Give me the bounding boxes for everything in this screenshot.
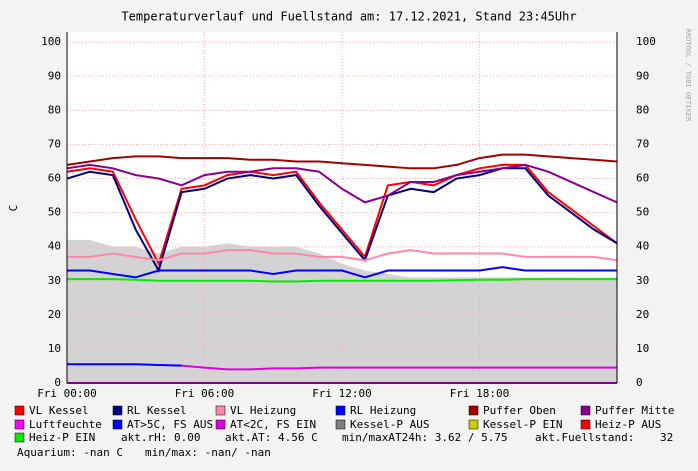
y2-tick-label: 50	[636, 206, 649, 219]
line	[67, 249, 618, 262]
legend-label: Kessel-P EIN	[483, 418, 562, 431]
y-tick-label: 20	[48, 308, 61, 321]
y2-tick-label: 100	[636, 35, 656, 48]
legend-label: AT<2C, FS EIN	[230, 418, 316, 431]
line	[66, 153, 618, 170]
legend-note: Aquarium: -nan C	[17, 446, 123, 459]
legend-swatch	[215, 419, 226, 430]
legend-note: min/max: -nan/ -nan	[145, 446, 271, 459]
y-axis-label: C	[7, 205, 20, 212]
legend-label: Puffer Oben	[483, 404, 556, 417]
y2-tick-label: 10	[636, 342, 649, 355]
legend-label: AT>5C, FS AUS	[127, 418, 213, 431]
legend-label: Heiz-P AUS	[595, 418, 661, 431]
legend-label: RL Heizung	[350, 404, 416, 417]
legend-label: Puffer Mitte	[595, 404, 674, 417]
legend-note: akt.AT: 4.56 C	[225, 431, 318, 444]
legend-label: Kessel-P AUS	[350, 418, 429, 431]
y2-tick-label: 20	[636, 308, 649, 321]
y-tick-label: 30	[48, 274, 61, 287]
y2-tick-label: 0	[636, 376, 643, 389]
chart-title: Temperaturverlauf und Fuellstand am: 17.…	[121, 10, 576, 24]
line	[67, 278, 617, 283]
legend-label: VL Heizung	[230, 404, 296, 417]
plot-area	[67, 32, 617, 383]
y-tick-label: 60	[48, 172, 61, 185]
legend-note: 32	[660, 431, 673, 444]
legend-swatch	[580, 419, 591, 430]
legend-swatch	[14, 432, 25, 443]
legend-label: VL Kessel	[29, 404, 89, 417]
y-tick-label: 40	[48, 240, 61, 253]
legend-label: RL Kessel	[127, 404, 187, 417]
legend-swatch	[14, 419, 25, 430]
y2-tick-label: 60	[636, 172, 649, 185]
y-tick-label: 80	[48, 103, 61, 116]
y-tick-label: 10	[48, 342, 61, 355]
legend-note: akt.Fuellstand:	[535, 431, 634, 444]
legend-label: Heiz-P EIN	[29, 431, 95, 444]
x-tick-label: Fri 00:00	[37, 387, 97, 400]
y-tick-label: 50	[48, 206, 61, 219]
y2-tick-label: 40	[636, 240, 649, 253]
y-tick-label: 0	[54, 376, 61, 389]
y2-tick-label: 80	[636, 103, 649, 116]
line	[67, 266, 617, 279]
legend-swatch	[335, 419, 346, 430]
y-tick-label: 70	[48, 137, 61, 150]
y-tick-label: 90	[48, 69, 61, 82]
legend-swatch	[580, 405, 591, 416]
x-tick-label: Fri 06:00	[175, 387, 235, 400]
y2-tick-label: 90	[636, 69, 649, 82]
legend-swatch	[112, 405, 123, 416]
line	[67, 363, 182, 367]
legend-note: min/maxAT24h: 3.62 / 5.75	[342, 431, 508, 444]
legend-note: akt.rH: 0.00	[121, 431, 200, 444]
line	[181, 364, 617, 371]
legend-swatch	[468, 419, 479, 430]
legend-swatch	[468, 405, 479, 416]
x-tick-label: Fri 12:00	[312, 387, 372, 400]
y2-tick-label: 70	[636, 137, 649, 150]
y-tick-label: 100	[41, 35, 61, 48]
legend-swatch	[215, 405, 226, 416]
x-tick-label: Fri 18:00	[450, 387, 510, 400]
legend-swatch	[14, 405, 25, 416]
line	[66, 163, 618, 204]
legend-swatch	[112, 419, 123, 430]
legend-label: Luftfeuchte	[29, 418, 102, 431]
watermark: RRDTOOL / TOBI OETIKER	[684, 29, 692, 123]
legend-swatch	[335, 405, 346, 416]
y2-tick-label: 30	[636, 274, 649, 287]
